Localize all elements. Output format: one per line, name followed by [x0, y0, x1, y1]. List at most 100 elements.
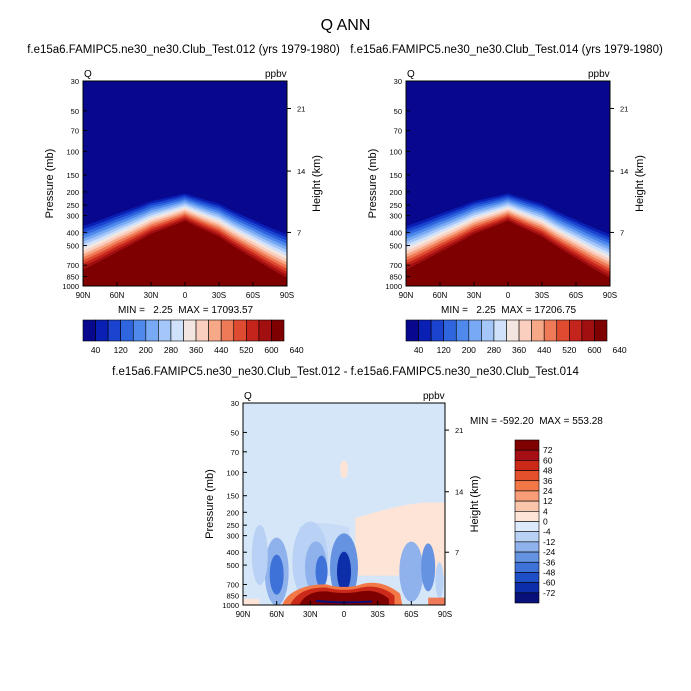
y-axis-title-right: Height (km) — [469, 476, 481, 533]
colorbar-box — [514, 572, 540, 583]
colorbar-box — [514, 511, 540, 522]
colorbar-box — [514, 541, 540, 553]
colorbar-box — [518, 319, 532, 342]
colorbar-box — [514, 460, 540, 471]
colorbar-label: 640 — [289, 345, 303, 355]
right-tick-label: 7 — [297, 228, 301, 237]
x-tick-label: 0 — [183, 291, 188, 300]
colorbar-label: -60 — [543, 578, 556, 588]
colorbar-box — [556, 319, 570, 342]
y-tick-label: 250 — [66, 201, 79, 210]
y-tick-label: 70 — [394, 127, 402, 136]
colorbar-box — [514, 480, 540, 492]
right-tick-label: 14 — [620, 167, 628, 176]
units-label: ppbv — [265, 69, 287, 80]
colorbar-box — [514, 439, 540, 451]
y-tick-label: 700 — [389, 261, 402, 270]
y-tick-label: 250 — [226, 521, 239, 530]
colorbar-label: 200 — [462, 345, 476, 355]
y-tick-label: 500 — [66, 241, 79, 250]
chart-panel-2: 40 120 200 280 360 440 520 600 640 90N 60N 30N 0 30S 6… — [367, 69, 646, 355]
colorbar-label: -4 — [543, 527, 551, 537]
colorbar-label: 600 — [264, 345, 278, 355]
x-tick-label: 60S — [246, 291, 260, 300]
colorbar-label: 0 — [543, 517, 548, 527]
y-tick-label: 1000 — [222, 601, 239, 610]
colorbar-box — [455, 319, 470, 342]
contour-band-max — [406, 223, 610, 286]
contour-blob — [315, 555, 328, 588]
chart-panel-1: 40 120 200 280 360 440 520 600 640 90N 60N 30N 0 30S 6… — [44, 69, 323, 355]
colorbar-box — [195, 319, 209, 342]
colorbar-box — [132, 319, 147, 342]
y-tick-label: 50 — [394, 107, 402, 116]
y-axis-title: Pressure (mb) — [44, 149, 56, 219]
colorbar-box — [120, 319, 134, 342]
contour-blob — [399, 541, 424, 602]
y-axis-title-right: Height (km) — [634, 155, 646, 212]
colorbar-box — [95, 319, 109, 342]
y-tick-label: 50 — [231, 428, 239, 437]
colorbar-label: 40 — [414, 345, 424, 355]
y-tick-label: 300 — [389, 212, 402, 221]
y-tick-label: 500 — [389, 241, 402, 250]
contour-blob — [337, 551, 351, 592]
y-tick-label: 1000 — [385, 282, 402, 291]
y-tick-label: 70 — [71, 127, 79, 136]
variable-label: Q — [407, 69, 415, 80]
y-tick-label: 700 — [66, 261, 79, 270]
colorbar-box — [514, 561, 540, 573]
x-tick-label: 90N — [399, 291, 414, 300]
colorbar-box — [531, 319, 545, 342]
plot-frame — [242, 402, 446, 606]
colorbar-label: 72 — [543, 445, 553, 455]
x-tick-label: 30N — [467, 291, 482, 300]
y-tick-label: 500 — [226, 561, 239, 570]
x-tick-label: 60S — [404, 610, 418, 619]
right-tick-label: 7 — [620, 228, 624, 237]
y-axis-title-right: Height (km) — [311, 155, 323, 212]
colorbar-label: 520 — [239, 345, 253, 355]
colorbar-label: 520 — [562, 345, 576, 355]
y-tick-label: 200 — [226, 508, 239, 517]
colorbar-box — [506, 319, 520, 342]
y-tick-label: 100 — [389, 147, 402, 156]
x-tick-label: 90S — [280, 291, 294, 300]
colorbar-label: 640 — [612, 345, 626, 355]
colorbar-label: 60 — [543, 455, 553, 465]
y-tick-label: 850 — [66, 272, 79, 281]
colorbar-box — [443, 319, 457, 342]
right-tick-label: 21 — [455, 426, 463, 435]
colorbar-box — [82, 319, 96, 342]
colorbar-box — [514, 500, 540, 512]
right-tick-label: 14 — [455, 488, 463, 497]
x-tick-label: 30N — [144, 291, 159, 300]
colorbar-box — [233, 319, 247, 342]
colorbar-box — [145, 319, 159, 342]
colorbar-box — [430, 319, 444, 342]
panel1-title: f.e15a6.FAMIPC5.ne30_ne30.Club_Test.012 … — [27, 44, 340, 56]
x-tick-label: 60S — [569, 291, 583, 300]
contour-field — [243, 403, 445, 605]
x-tick-label: 0 — [342, 610, 347, 619]
colorbar-box — [514, 470, 540, 482]
y-tick-label: 200 — [389, 188, 402, 197]
panel3-title: f.e15a6.FAMIPC5.ne30_ne30.Club_Test.012 … — [112, 366, 579, 378]
colorbar-box — [405, 319, 419, 342]
y-tick-label: 400 — [389, 228, 402, 237]
x-tick-label: 90S — [603, 291, 617, 300]
colorbar-box — [594, 319, 608, 342]
contour-blob — [251, 525, 268, 586]
colorbar-label: 48 — [543, 466, 553, 476]
colorbar-box — [514, 592, 540, 604]
contour-blob — [421, 543, 436, 592]
y-tick-label: 30 — [394, 77, 402, 86]
x-tick-label: 30S — [535, 291, 549, 300]
colorbar-label: 360 — [189, 345, 203, 355]
colorbar-box — [183, 319, 197, 342]
y-tick-label: 300 — [66, 212, 79, 221]
colorbar-box — [258, 319, 272, 342]
panel3-stats: MIN = -592.20 MAX = 553.28 — [470, 416, 603, 427]
colorbar-box — [208, 319, 222, 342]
y-tick-label: 200 — [66, 188, 79, 197]
